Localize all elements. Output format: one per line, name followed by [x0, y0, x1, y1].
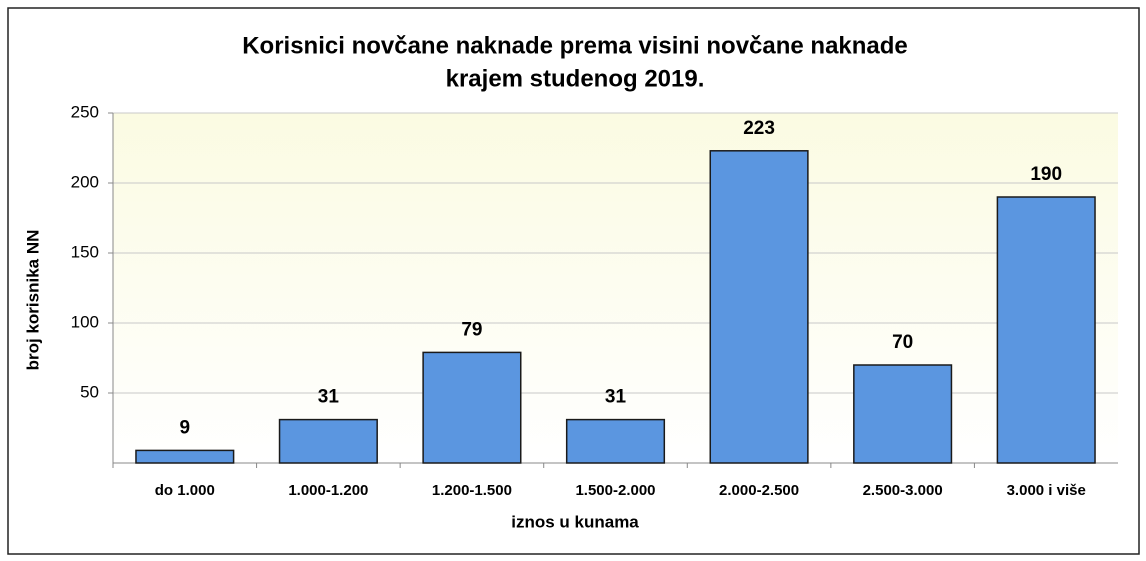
data-label: 9: [179, 417, 190, 438]
y-tick-label: 100: [71, 312, 99, 331]
y-tick-label: 250: [71, 102, 99, 121]
data-label: 223: [743, 118, 775, 139]
x-tick-label: 3.000 i više: [1007, 482, 1086, 499]
x-tick-label: do 1.000: [155, 482, 215, 499]
data-label: 70: [892, 332, 913, 353]
bar: [853, 364, 953, 464]
x-tick-label: 1.500-2.000: [575, 482, 655, 499]
bar: [135, 449, 235, 464]
data-label: 31: [605, 387, 627, 408]
y-tick-label: 150: [71, 242, 99, 261]
bar: [709, 150, 809, 464]
x-axis-label: iznos u kunama: [511, 512, 639, 531]
bar: [565, 418, 666, 464]
data-label: 79: [461, 319, 482, 340]
bar: [278, 418, 378, 464]
x-tick-label: 2.000-2.500: [719, 482, 799, 499]
data-label: 31: [318, 387, 340, 408]
y-tick-label: 200: [71, 172, 99, 191]
x-tick-label: 2.500-3.000: [863, 482, 943, 499]
plot-area: [113, 113, 1118, 463]
y-axis-label: broj korisnika NN: [23, 230, 42, 371]
bar: [422, 351, 522, 464]
x-tick-label: 1.200-1.500: [432, 482, 512, 499]
x-tick-label: 1.000-1.200: [288, 482, 368, 499]
data-label: 190: [1030, 164, 1062, 185]
y-tick-label: 50: [80, 382, 99, 401]
chart-title: krajem studenog 2019.: [446, 65, 705, 92]
bar: [996, 196, 1096, 464]
chart-title: Korisnici novčane naknade prema visini n…: [242, 32, 908, 59]
